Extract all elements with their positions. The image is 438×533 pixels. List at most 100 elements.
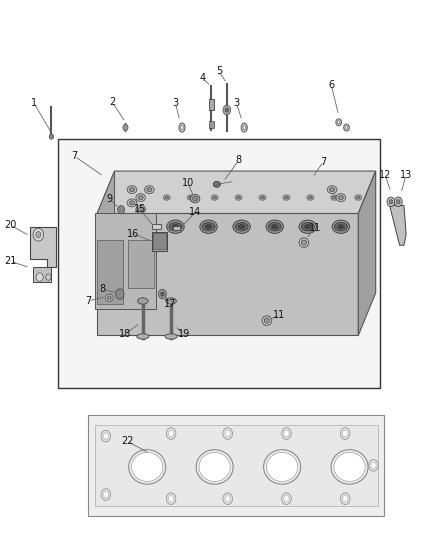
Text: 8: 8 [236,156,242,165]
Bar [95,214,156,309]
Ellipse shape [192,196,198,201]
Polygon shape [97,235,145,277]
Ellipse shape [338,196,343,200]
Text: 8: 8 [99,284,106,294]
Circle shape [282,427,291,439]
Ellipse shape [331,195,338,200]
Ellipse shape [145,185,154,193]
Circle shape [394,197,402,207]
Ellipse shape [165,334,177,339]
Bar [208,121,214,127]
Ellipse shape [336,193,346,201]
Ellipse shape [173,224,179,229]
Bar [152,231,167,251]
Polygon shape [97,214,358,335]
Ellipse shape [127,185,137,193]
Ellipse shape [165,196,169,199]
Text: 10: 10 [181,177,194,188]
Circle shape [159,289,166,299]
Bar [58,139,380,389]
Ellipse shape [239,224,245,229]
Ellipse shape [299,238,309,247]
Ellipse shape [138,207,143,212]
Circle shape [223,493,233,505]
Circle shape [340,493,350,505]
Ellipse shape [337,120,340,124]
Ellipse shape [147,188,152,192]
Ellipse shape [136,205,145,213]
Text: 18: 18 [119,329,131,339]
Text: 17: 17 [164,298,177,309]
Polygon shape [30,227,56,266]
Ellipse shape [243,125,246,130]
Circle shape [103,491,109,498]
Circle shape [116,289,124,300]
Ellipse shape [237,196,240,199]
Circle shape [36,231,41,238]
Ellipse shape [129,450,166,484]
Ellipse shape [301,240,307,245]
Ellipse shape [235,195,242,200]
Ellipse shape [138,298,148,304]
Ellipse shape [355,195,362,200]
Ellipse shape [334,453,365,481]
Ellipse shape [266,453,298,481]
Circle shape [343,430,348,437]
Text: 12: 12 [379,171,392,180]
Text: 7: 7 [71,151,78,161]
Ellipse shape [264,318,269,323]
Circle shape [340,427,350,439]
Ellipse shape [167,220,184,233]
Text: 22: 22 [121,437,134,447]
Circle shape [169,430,174,437]
Polygon shape [97,171,376,214]
Ellipse shape [262,316,272,325]
Text: 20: 20 [4,220,16,230]
Ellipse shape [127,199,137,207]
Circle shape [101,489,111,500]
Ellipse shape [299,220,317,233]
Circle shape [46,274,51,280]
Ellipse shape [259,195,266,200]
Polygon shape [33,266,51,282]
Text: 16: 16 [127,229,139,239]
Text: 11: 11 [273,310,285,320]
Circle shape [117,206,124,214]
Text: 19: 19 [178,329,190,339]
Circle shape [396,200,400,204]
Ellipse shape [213,196,216,199]
Ellipse shape [106,294,113,302]
Circle shape [284,496,289,502]
Bar [152,224,161,229]
Ellipse shape [332,220,350,233]
Circle shape [225,496,230,502]
Text: 7: 7 [320,157,327,166]
Ellipse shape [305,224,311,229]
Ellipse shape [213,181,220,187]
Ellipse shape [327,185,337,193]
Ellipse shape [131,453,163,481]
Circle shape [343,496,348,502]
Text: 13: 13 [400,171,412,180]
Ellipse shape [137,334,149,339]
Circle shape [282,493,291,505]
Circle shape [103,433,109,439]
Circle shape [33,228,44,241]
Ellipse shape [329,188,335,192]
Ellipse shape [181,125,184,130]
Text: 3: 3 [233,98,240,108]
Text: 7: 7 [85,296,92,306]
Ellipse shape [344,124,350,131]
Ellipse shape [309,196,312,199]
Circle shape [225,430,230,437]
Ellipse shape [136,193,145,201]
Bar [127,240,154,288]
Ellipse shape [129,188,134,192]
Circle shape [166,427,176,439]
Ellipse shape [334,222,347,231]
Ellipse shape [187,195,194,200]
Ellipse shape [169,222,182,231]
Ellipse shape [266,220,283,233]
Text: 2: 2 [109,97,116,107]
Ellipse shape [166,298,177,304]
